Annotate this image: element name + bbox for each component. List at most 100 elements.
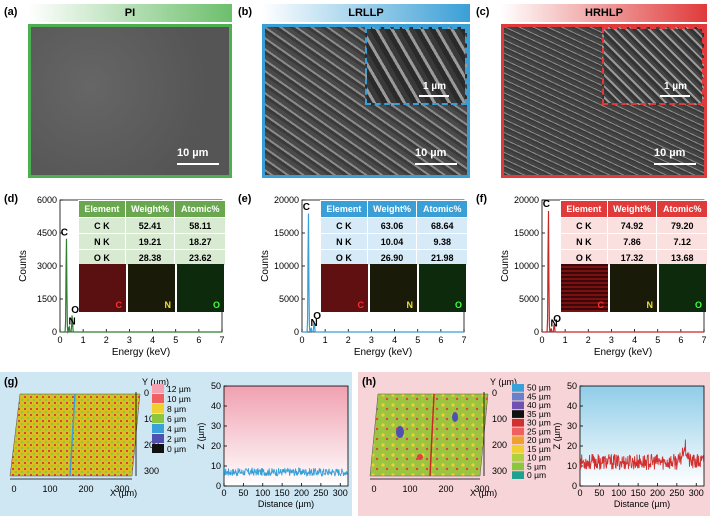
edx-cell: 63.06 [366, 217, 418, 234]
y-tick-label: 15000 [514, 228, 539, 238]
surface-map-g [9, 393, 141, 477]
profile-plot-h: 0 10 20 30 40 50 0 50 100 150 200 250 300 Distance (µ… [552, 381, 705, 509]
x-tick-label: 100 [611, 488, 626, 498]
legend-swatch [512, 401, 524, 410]
edx-cell: 28.38 [124, 249, 176, 266]
y-tick-label: 6000 [37, 195, 57, 205]
y-tick-label: 40 [211, 401, 221, 411]
edx-cell: N K [78, 233, 126, 250]
panel-label-c: (c) [476, 6, 490, 18]
edx-cell: 7.12 [656, 233, 708, 250]
map-label-o-d: O [212, 300, 220, 310]
y-tick-label: 20000 [514, 195, 539, 205]
x-tick-label: 2 [104, 335, 109, 345]
y-tick-label: 30 [567, 421, 577, 431]
scale-text-a: 10 µm [177, 147, 209, 159]
x-tick-label: 1 [81, 335, 86, 345]
edx-cell: 13.68 [656, 249, 708, 266]
edx-cell: 23.62 [174, 249, 226, 266]
edx-row: N K 10.04 9.38 [320, 233, 468, 250]
profile-line [223, 467, 349, 478]
x-tick-label: 1 [323, 335, 328, 345]
peak-label: N [550, 319, 557, 330]
map-label-n-f: N [646, 300, 654, 310]
y-tick-label: 5000 [279, 294, 299, 304]
legend-label: 8 µm [167, 404, 186, 414]
edx-row: O K 17.32 13.68 [560, 249, 708, 266]
banner-hrhlp: HRHLP [501, 4, 707, 22]
legend-label: 25 µm [527, 426, 551, 436]
inset-scale-bar-b [419, 95, 449, 97]
edx-row: C K 52.41 58.11 [78, 217, 226, 234]
banner-hrhlp-title: HRHLP [585, 7, 623, 19]
spectrum-line [302, 213, 464, 334]
legend-swatch [512, 471, 524, 479]
element-map-n-d: N [128, 264, 175, 312]
edx-spectrum-e: 0 5000 10000 15000 20000 0 1 2 3 4 5 6 7 Energy (keV)… [260, 195, 467, 358]
sem-image-pi: 10 µm [28, 24, 232, 178]
peak-label: C [61, 227, 68, 238]
spectrum-line [60, 238, 222, 335]
surface-feature-2 [452, 412, 458, 422]
peak-label: O [71, 305, 79, 316]
y-tick-label: 5000 [519, 294, 539, 304]
edx-row: C K 63.06 68.64 [320, 217, 468, 234]
legend-label: 10 µm [167, 394, 191, 404]
legend-label: 0 µm [167, 444, 186, 454]
x-tick-label: 300 [474, 484, 489, 494]
x-tick-label: 300 [333, 488, 348, 498]
edx-cell: 7.86 [606, 233, 658, 250]
x-tick-label: 6 [438, 335, 443, 345]
profile-line [579, 439, 705, 470]
banner-lrllp: LRLLP [262, 4, 470, 22]
legend-label: 45 µm [527, 391, 551, 401]
x-tick-label: 300 [689, 488, 704, 498]
x-tick-label: 0 [221, 488, 226, 498]
y-tick-label: 3000 [37, 261, 57, 271]
peak-label: C [303, 202, 310, 213]
panel-label-h: (h) [362, 376, 377, 388]
x-tick-label: 250 [313, 488, 328, 498]
element-map-c-d: C [79, 264, 126, 312]
edx-header-cell: Atomic% [174, 200, 226, 218]
profile-bg-g [224, 386, 348, 486]
legend-label: 15 µm [527, 444, 551, 454]
edx-header-row: Element Weight% Atomic% [320, 200, 468, 218]
x-axis-label: Energy (keV) [354, 347, 412, 358]
x-tick-label: 7 [219, 335, 224, 345]
y-tick-label: 0 [492, 388, 497, 398]
edx-row: C K 74.92 79.20 [560, 217, 708, 234]
scale-text-b: 10 µm [415, 147, 447, 159]
panel-label-a: (a) [4, 6, 18, 18]
y-tick-label: 10 [567, 461, 577, 471]
x-tick-label: 4 [150, 335, 155, 345]
x-tick-label: 50 [594, 488, 604, 498]
plot-frame [579, 385, 705, 487]
y-tick-label: 15000 [274, 228, 299, 238]
legend-label: 0 µm [527, 470, 546, 480]
x-tick-label: 0 [57, 335, 62, 345]
x-tick-label: 5 [415, 335, 420, 345]
peak-label: C [543, 199, 550, 210]
panel-label-b: (b) [238, 6, 253, 18]
y-tick-label: 30 [211, 421, 221, 431]
x-axis-label: Distance (µm) [614, 499, 670, 509]
peak-label: O [553, 314, 561, 325]
edx-header-cell: Weight% [366, 200, 418, 218]
edx-table-e: Element Weight% Atomic% C K 63.06 68.64 N K 10.… [320, 200, 468, 266]
x-tick-label: 4 [392, 335, 397, 345]
edx-header-row: Element Weight% Atomic% [560, 200, 708, 218]
panel-label-f: (f) [476, 193, 487, 205]
edx-row: N K 19.21 18.27 [78, 233, 226, 250]
legend-label: 2 µm [167, 434, 186, 444]
edx-table-d: Element Weight% Atomic% C K 52.41 58.11 N K 19.… [78, 200, 226, 266]
scale-bar-c [654, 163, 696, 165]
peak-label: N [68, 316, 75, 327]
edx-cell: 18.27 [174, 233, 226, 250]
edx-cell: 52.41 [124, 217, 176, 234]
legend-label: 4 µm [167, 424, 186, 434]
legend-swatch [512, 445, 524, 453]
legend-swatch [512, 418, 524, 427]
legend-swatch [152, 394, 164, 403]
